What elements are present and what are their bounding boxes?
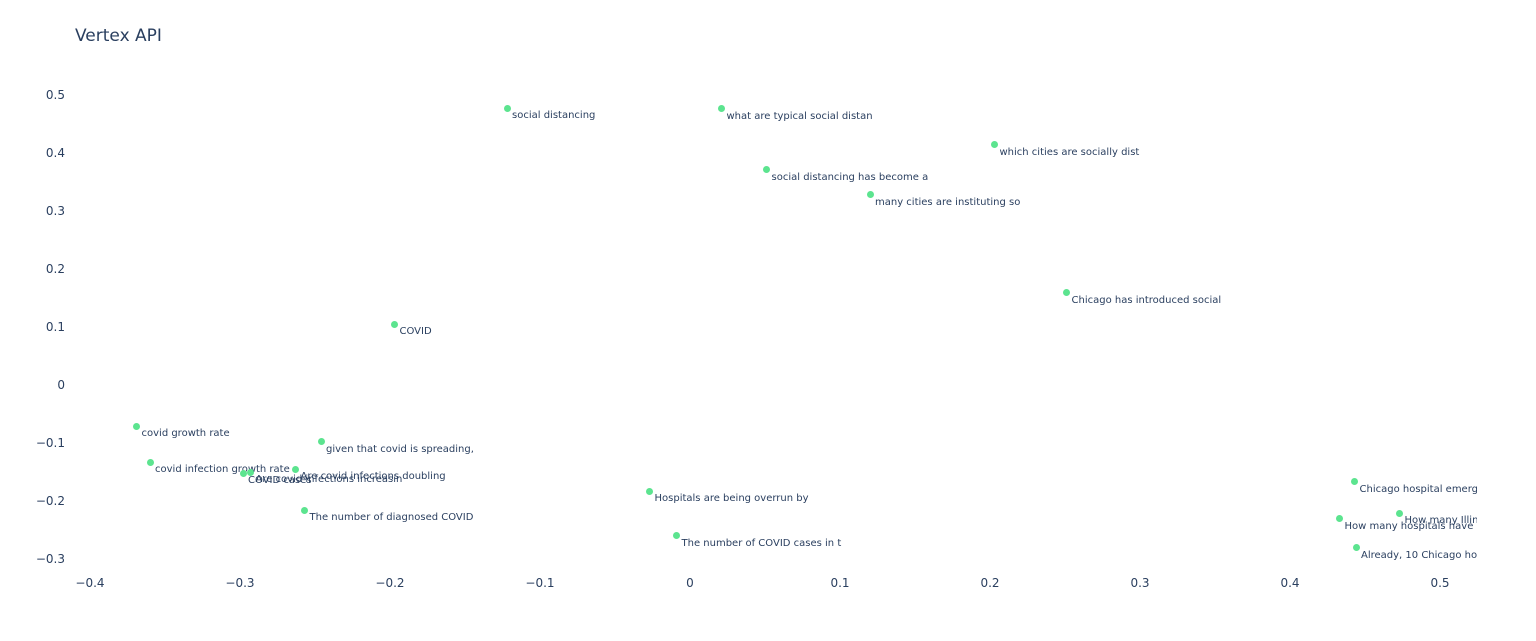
data-point-marker[interactable] xyxy=(866,191,874,199)
x-tick-label: 0.2 xyxy=(980,576,1000,590)
x-tick-label: 0.5 xyxy=(1430,576,1450,590)
data-point-label: covid growth rate xyxy=(141,428,230,440)
y-tick-label: −0.3 xyxy=(35,552,65,566)
x-tick-label: 0 xyxy=(686,576,694,590)
data-point-label: covid infection growth rate xyxy=(155,464,290,476)
data-point-label: COVID cases xyxy=(248,475,312,487)
y-tick-label: −0.2 xyxy=(35,494,65,508)
x-tick-label: −0.4 xyxy=(75,576,105,590)
data-point-marker[interactable] xyxy=(1336,515,1343,523)
data-point-label: given that covid is spreading, xyxy=(326,443,474,455)
data-point-marker[interactable] xyxy=(247,468,254,476)
data-point-marker[interactable] xyxy=(292,465,299,473)
data-point-marker[interactable] xyxy=(391,320,398,328)
data-point-marker[interactable] xyxy=(301,506,308,514)
y-tick-label: 0.4 xyxy=(45,146,65,160)
data-point-label: How many Illin xyxy=(1404,515,1478,527)
data-point-label: How many hospitals have s xyxy=(1344,520,1478,532)
data-point-label: what are typical social distan xyxy=(726,110,873,122)
data-point-label: The number of COVID cases in t xyxy=(681,537,842,549)
data-point-label: Hospitals are being overrun by xyxy=(654,493,809,505)
data-point-label: The number of diagnosed COVID xyxy=(309,512,474,524)
data-point-marker[interactable] xyxy=(133,422,140,430)
data-point-marker[interactable] xyxy=(673,532,680,540)
x-tick-label: 0.1 xyxy=(830,576,850,590)
data-point-marker[interactable] xyxy=(1396,509,1403,517)
data-point-marker[interactable] xyxy=(317,438,325,446)
y-tick-label: 0.3 xyxy=(45,204,65,218)
data-point-label: Chicago hospital emerg xyxy=(1359,483,1478,495)
data-point-marker[interactable] xyxy=(239,469,247,477)
data-point-marker[interactable] xyxy=(991,141,998,149)
data-point-label: Already, 10 Chicago ho xyxy=(1361,549,1477,561)
data-point-marker[interactable] xyxy=(146,458,154,466)
x-tick-label: −0.1 xyxy=(525,576,555,590)
x-tick-label: −0.3 xyxy=(225,576,255,590)
data-point-label: social distancing has become a xyxy=(771,171,929,183)
x-tick-label: −0.2 xyxy=(375,576,405,590)
data-point-marker[interactable] xyxy=(718,105,725,113)
x-tick-label: 0.4 xyxy=(1280,576,1300,590)
x-tick-label: 0.3 xyxy=(1130,576,1150,590)
data-point-label: many cities are instituting so xyxy=(875,196,1021,208)
y-tick-label: 0.5 xyxy=(45,88,65,102)
data-point-label: Chicago has introduced social xyxy=(1071,294,1222,306)
data-point-label: COVID xyxy=(399,326,432,338)
data-point-marker[interactable] xyxy=(646,487,653,495)
data-point-marker[interactable] xyxy=(1351,478,1358,486)
data-point-label: social distancing xyxy=(512,110,596,122)
data-point-label: which cities are socially dist xyxy=(999,146,1140,158)
data-point-marker[interactable] xyxy=(1063,289,1070,297)
plot-area[interactable]: social distancing what are typical social… xyxy=(0,0,1477,641)
y-tick-label: 0.2 xyxy=(45,262,65,276)
data-point-marker[interactable] xyxy=(503,104,511,112)
data-point-label: Are covid infections increasin xyxy=(255,474,403,485)
data-point-label: Are covid infections doubling xyxy=(300,471,446,483)
y-tick-label: −0.1 xyxy=(35,436,65,450)
chart-title: Vertex API xyxy=(75,26,162,46)
y-tick-label: 0.1 xyxy=(45,320,65,334)
y-tick-label: 0 xyxy=(57,378,65,392)
data-point-marker[interactable] xyxy=(763,166,770,174)
data-point-marker[interactable] xyxy=(1352,544,1360,552)
